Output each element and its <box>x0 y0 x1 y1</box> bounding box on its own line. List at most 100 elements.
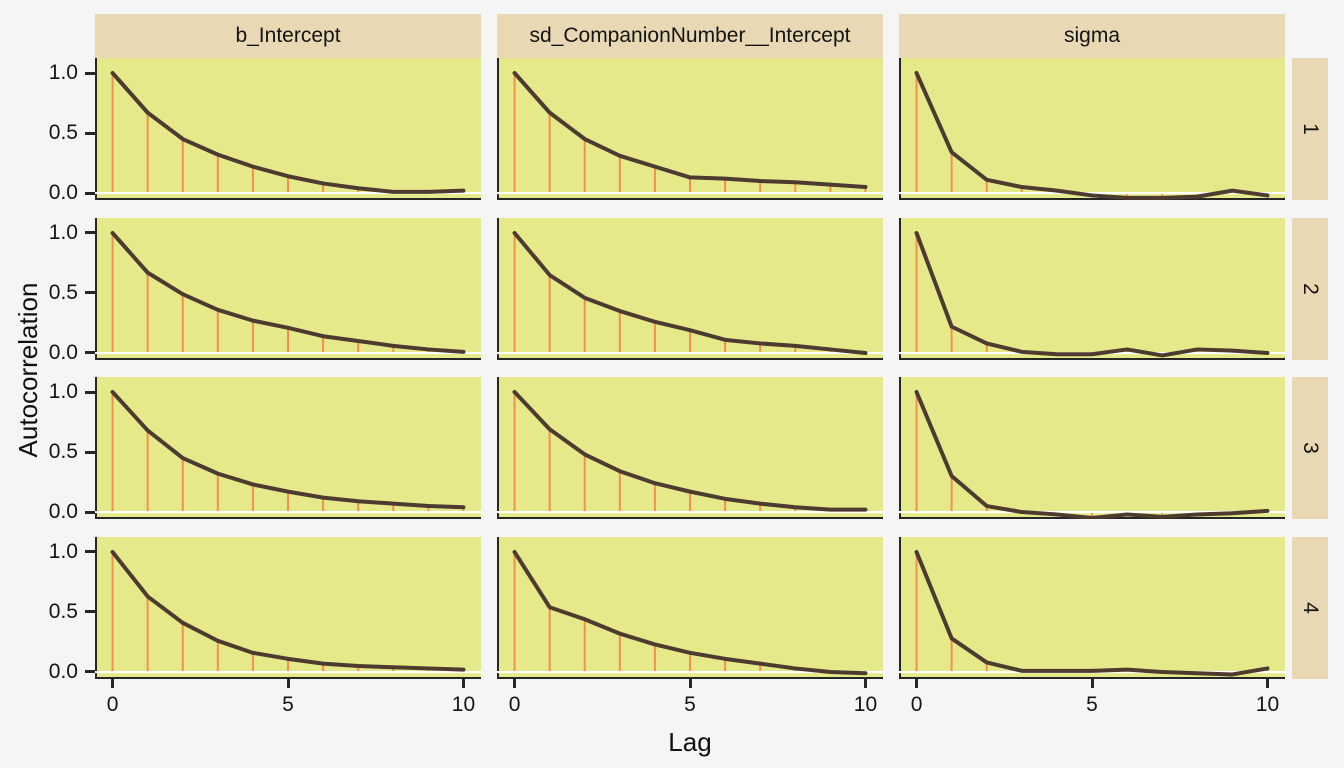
acf-plot <box>497 230 883 355</box>
y-tick <box>85 450 95 454</box>
lag-segments <box>513 232 832 353</box>
x-tick-label: 10 <box>451 692 476 716</box>
lag-segments <box>513 392 867 513</box>
acf-line <box>914 230 1270 357</box>
acf-line <box>512 390 868 512</box>
x-tick <box>1265 678 1269 688</box>
facet-column-strip-sigma: sigma <box>899 14 1285 58</box>
acf-line <box>914 390 1270 519</box>
y-tick <box>85 191 95 195</box>
acf-plot <box>899 549 1285 676</box>
y-tick-label: 0.0 <box>48 340 78 364</box>
acf-plot <box>899 230 1285 357</box>
y-tick-label: 0.5 <box>48 280 78 304</box>
y-tick-label: 0.5 <box>48 599 78 623</box>
x-tick-label: 0 <box>106 692 119 716</box>
x-tick-label: 10 <box>1255 692 1280 716</box>
facet-row-strip-2: 2 <box>1292 217 1328 360</box>
acf-line <box>512 230 868 355</box>
lag-segments <box>513 551 867 673</box>
y-tick <box>85 510 95 514</box>
x-tick-label: 5 <box>684 692 696 716</box>
x-tick <box>513 678 517 688</box>
y-tick <box>85 71 95 75</box>
x-tick <box>915 678 919 688</box>
y-tick-label: 1.0 <box>48 220 78 244</box>
y-tick <box>85 550 95 553</box>
facet-row-strip-1: 1 <box>1292 58 1328 200</box>
facet-column-strip-sd_CompanionNumber__Intercept: sd_CompanionNumber__Intercept <box>497 14 883 58</box>
x-tick <box>111 678 115 688</box>
lag-segments <box>915 551 1269 674</box>
acf-panel-b_Intercept-chain2 <box>95 217 481 360</box>
facet-row-strip-label: 4 <box>1299 601 1322 614</box>
acf-line <box>914 71 1270 200</box>
y-tick <box>85 351 95 355</box>
acf-plot <box>95 549 481 673</box>
y-tick <box>85 670 95 674</box>
x-tick <box>286 678 290 688</box>
y-tick <box>85 610 95 614</box>
facet-column-strip-b_Intercept: b_Intercept <box>95 14 481 58</box>
x-tick-label: 0 <box>508 692 521 716</box>
acf-line <box>110 71 466 194</box>
facet-row-strip-label: 2 <box>1299 282 1322 295</box>
x-axis-title: Lag <box>668 727 712 757</box>
x-tick-label: 5 <box>1086 692 1098 716</box>
lag-segments <box>915 392 1269 519</box>
y-tick-label: 0.0 <box>48 500 78 524</box>
acf-line <box>512 549 868 675</box>
x-tick <box>1090 678 1094 688</box>
acf-line <box>914 549 1270 676</box>
lag-segments <box>513 73 867 194</box>
y-tick <box>85 231 95 234</box>
y-tick-label: 0.0 <box>48 659 78 683</box>
lag-segments <box>915 73 1269 198</box>
acf-panel-sd_CompanionNumber__Intercept-chain2 <box>497 217 883 360</box>
acf-panel-sigma-chain2 <box>899 217 1285 360</box>
lag-segments <box>111 232 465 353</box>
y-tick <box>85 390 95 394</box>
acf-plot <box>95 71 481 195</box>
x-tick <box>863 678 867 688</box>
acf-panel-sd_CompanionNumber__Intercept-chain4 <box>497 536 883 679</box>
acf-line <box>110 390 466 510</box>
acf-panel-b_Intercept-chain4 <box>95 536 481 679</box>
facet-row-strip-3: 3 <box>1292 377 1328 519</box>
y-tick-label: 0.0 <box>48 181 78 205</box>
x-tick-label: 5 <box>282 692 294 716</box>
acf-plot <box>497 549 883 675</box>
y-tick-label: 0.5 <box>48 121 78 145</box>
acf-plot <box>95 390 481 514</box>
acf-line <box>512 71 868 190</box>
acf-panel-b_Intercept-chain3 <box>95 377 481 519</box>
facet-row-strip-label: 1 <box>1299 123 1322 135</box>
facet-row-strip-4: 4 <box>1292 536 1328 679</box>
acf-panel-sigma-chain1 <box>899 58 1285 200</box>
y-tick-label: 1.0 <box>48 539 78 563</box>
y-tick <box>85 291 95 295</box>
acf-plot <box>95 230 481 354</box>
acf-line <box>110 549 466 672</box>
acf-plot <box>497 390 883 514</box>
lag-segments <box>111 392 465 513</box>
x-tick-label: 10 <box>853 692 878 716</box>
x-tick-label: 0 <box>910 692 923 716</box>
acf-panel-b_Intercept-chain1 <box>95 58 481 200</box>
y-tick-label: 1.0 <box>48 61 78 84</box>
acf-panel-sd_CompanionNumber__Intercept-chain3 <box>497 377 883 519</box>
x-tick <box>688 678 692 688</box>
acf-panel-sigma-chain4 <box>899 536 1285 679</box>
y-tick-label: 1.0 <box>48 380 78 403</box>
facet-row-strip-label: 3 <box>1299 442 1322 454</box>
acf-plot <box>899 71 1285 200</box>
acf-plot <box>899 390 1285 519</box>
y-tick <box>85 131 95 135</box>
acf-panel-sd_CompanionNumber__Intercept-chain1 <box>497 58 883 200</box>
x-tick <box>461 678 465 688</box>
acf-panel-sigma-chain3 <box>899 377 1285 519</box>
acf-plot <box>497 71 883 195</box>
acf-line <box>110 230 466 354</box>
y-tick-label: 0.5 <box>48 440 78 464</box>
